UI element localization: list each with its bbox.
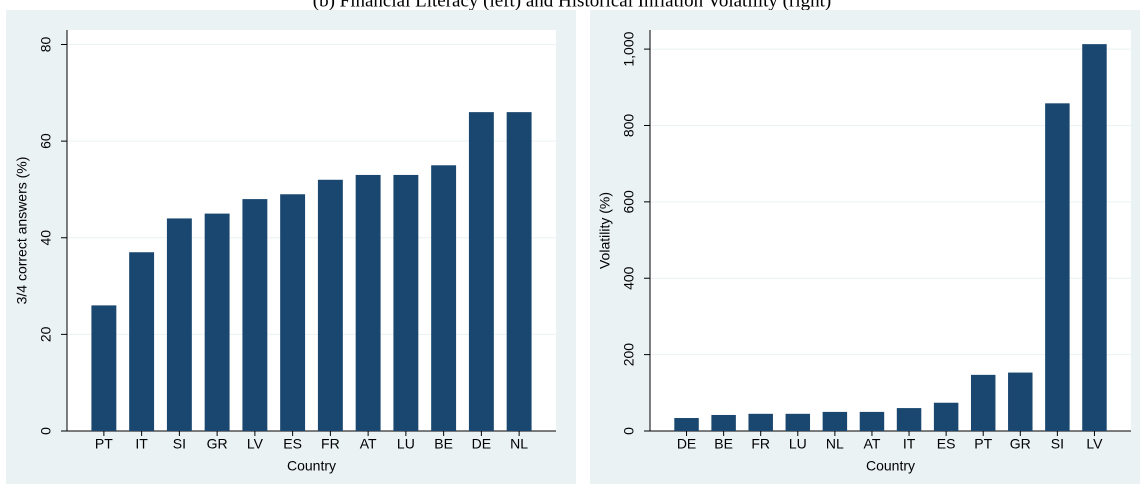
bar	[711, 414, 736, 431]
x-tick-label: SI	[173, 436, 186, 452]
bar	[1045, 103, 1070, 431]
x-tick-label: AT	[360, 436, 377, 452]
bar	[166, 218, 192, 431]
x-tick-label: IT	[135, 436, 148, 452]
y-tick-label: 400	[621, 266, 637, 290]
bar	[1082, 44, 1107, 431]
bar	[970, 374, 996, 431]
bar	[91, 305, 117, 431]
figure-title: (b) Financial Literacy (left) and Histor…	[313, 0, 831, 11]
bar	[674, 418, 699, 431]
y-tick-label: 800	[621, 114, 637, 138]
bar	[468, 112, 494, 431]
x-tick-label: LU	[397, 436, 415, 452]
bar	[355, 174, 381, 431]
x-tick-label: LV	[1086, 436, 1103, 452]
bar	[506, 112, 532, 431]
bar	[748, 413, 773, 431]
x-tick-label: AT	[864, 436, 881, 452]
bar	[785, 413, 811, 431]
y-axis-title: Volatility (%)	[597, 192, 613, 269]
x-tick-label: PT	[974, 436, 992, 452]
bar	[204, 213, 230, 431]
x-tick-label: BE	[714, 436, 733, 452]
y-tick-label: 40	[38, 230, 54, 246]
bar	[896, 408, 922, 431]
x-axis-title: Country	[866, 458, 915, 474]
x-tick-label: GR	[1010, 436, 1031, 452]
x-tick-label: IT	[903, 436, 916, 452]
x-tick-label: LV	[247, 436, 264, 452]
x-tick-label: NL	[510, 436, 528, 452]
bar	[280, 194, 306, 431]
y-tick-label: 20	[38, 326, 54, 342]
y-axis-title: 3/4 correct answers (%)	[14, 157, 30, 305]
bar	[242, 199, 268, 431]
y-tick-label: 0	[621, 427, 637, 435]
x-tick-label: PT	[95, 436, 113, 452]
y-tick-label: 0	[38, 427, 54, 435]
bar	[431, 165, 457, 432]
x-tick-label: LU	[789, 436, 807, 452]
x-tick-label: FR	[321, 436, 340, 452]
x-tick-label: ES	[283, 436, 302, 452]
bar	[859, 411, 885, 431]
bar	[129, 252, 155, 431]
y-tick-label: 80	[38, 36, 54, 52]
y-tick-label: 600	[621, 190, 637, 214]
x-tick-label: NL	[826, 436, 844, 452]
x-tick-label: FR	[751, 436, 770, 452]
bar	[393, 174, 419, 431]
y-tick-label: 200	[621, 343, 637, 367]
x-axis-title: Country	[287, 458, 336, 474]
bar	[317, 179, 343, 431]
x-tick-label: DE	[677, 436, 696, 452]
y-tick-label: 60	[38, 133, 54, 149]
x-tick-label: BE	[434, 436, 453, 452]
bar	[933, 402, 959, 431]
bar	[822, 411, 848, 431]
x-tick-label: SI	[1051, 436, 1064, 452]
x-tick-label: GR	[207, 436, 228, 452]
x-tick-label: ES	[937, 436, 956, 452]
bar	[1008, 372, 1033, 431]
x-tick-label: DE	[472, 436, 491, 452]
y-tick-label: 1,000	[621, 31, 637, 66]
